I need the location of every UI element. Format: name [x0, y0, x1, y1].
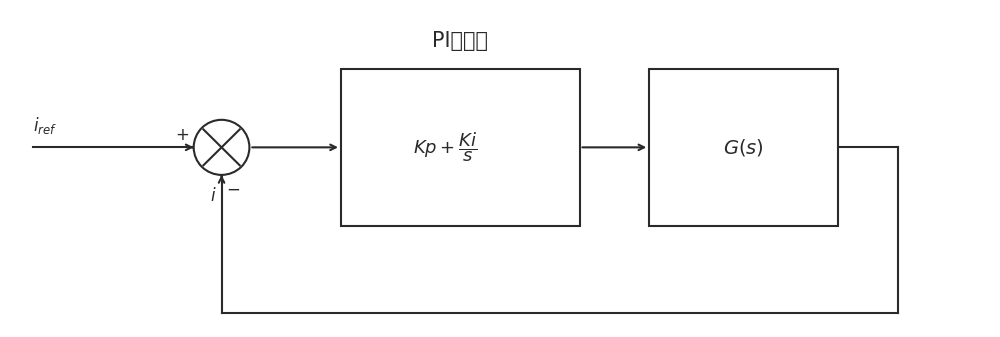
Text: $i$: $i$	[210, 187, 217, 205]
Text: $i_{ref}$: $i_{ref}$	[33, 115, 57, 135]
Text: $G(s)$: $G(s)$	[723, 137, 764, 158]
Bar	[649, 69, 838, 226]
Bar	[341, 69, 580, 226]
Text: $-$: $-$	[226, 180, 241, 198]
Circle shape	[194, 120, 249, 175]
Text: $\mathit{Kp}+\dfrac{\mathit{Ki}}{s}$: $\mathit{Kp}+\dfrac{\mathit{Ki}}{s}$	[413, 130, 477, 164]
Text: PI控制器: PI控制器	[432, 31, 488, 51]
Text: $+$: $+$	[175, 126, 189, 144]
